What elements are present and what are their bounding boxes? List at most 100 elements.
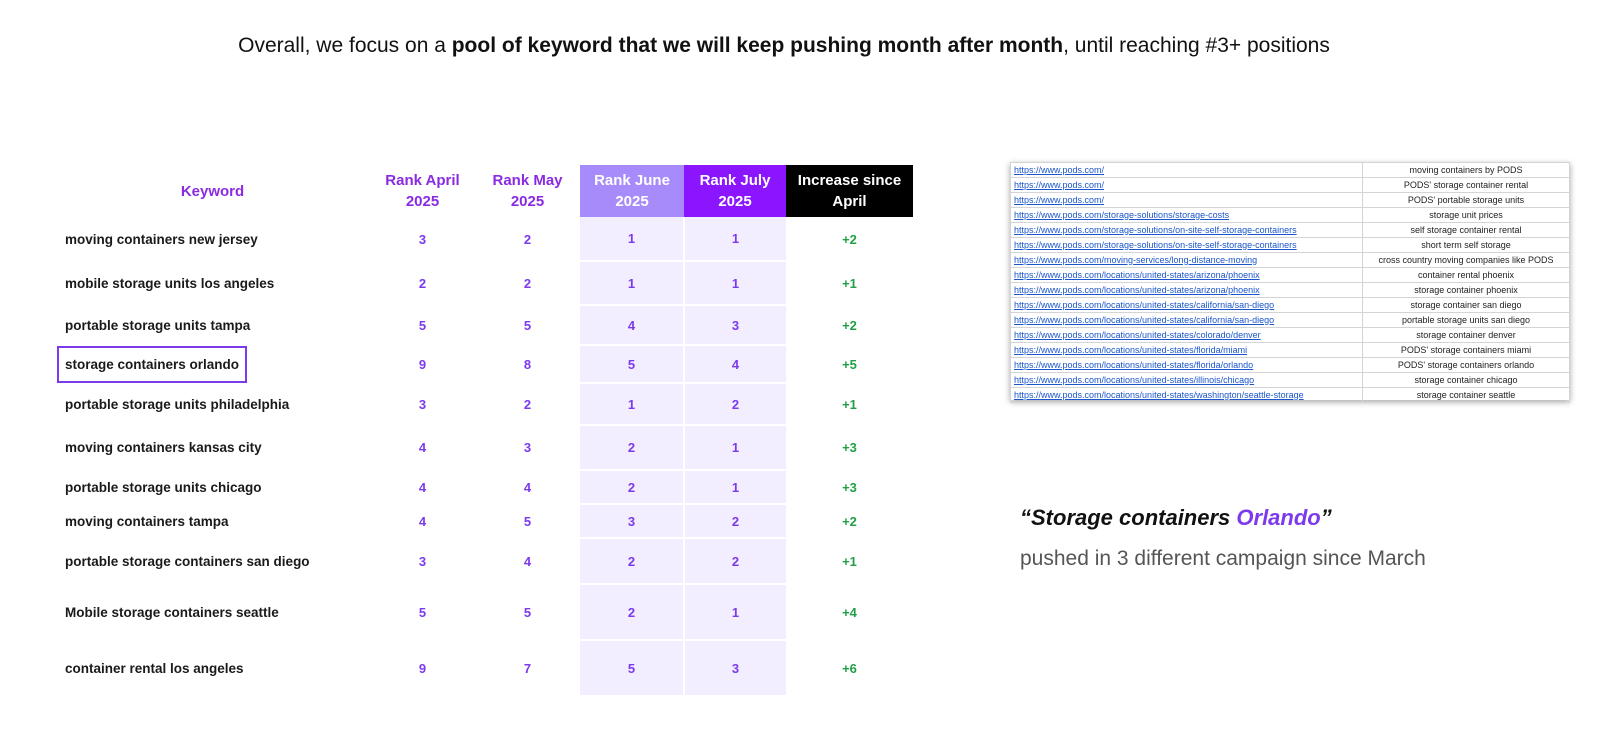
url-keyword: storage container chicago [1362, 372, 1570, 388]
rank-may-cell: 8 [523, 356, 532, 372]
table-row: portable storage units tampa 5 5 4 3 +2 [55, 305, 913, 346]
url-row: https://www.pods.com/locations/united-st… [1010, 267, 1570, 283]
header-rank-april: Rank April 2025 [385, 172, 460, 210]
quote-subtitle: pushed in 3 different campaign since Mar… [1020, 547, 1426, 570]
url-link[interactable]: https://www.pods.com/storage-solutions/o… [1010, 237, 1363, 253]
rank-may-cell: 4 [523, 553, 532, 569]
rank-increase-cell: +4 [842, 604, 857, 620]
rank-increase-cell: +3 [842, 479, 857, 495]
rank-increase-cell: +1 [842, 396, 857, 412]
keyword-text: container rental los angeles [65, 660, 244, 676]
headline-part2: , until reaching #3+ positions [1063, 34, 1330, 57]
url-link[interactable]: https://www.pods.com/locations/united-st… [1010, 342, 1363, 358]
rank-june-cell: 2 [580, 425, 685, 471]
url-row: https://www.pods.com/locations/united-st… [1010, 297, 1570, 313]
url-link[interactable]: https://www.pods.com/ [1010, 192, 1363, 208]
url-link[interactable]: https://www.pods.com/storage-solutions/s… [1010, 207, 1363, 223]
keyword-text: portable storage containers san diego [65, 553, 310, 569]
rank-july-cell: 1 [684, 261, 786, 306]
rank-april-cell: 4 [418, 479, 427, 495]
url-link[interactable]: https://www.pods.com/ [1010, 162, 1363, 178]
url-row: https://www.pods.com/storage-solutions/o… [1010, 237, 1570, 253]
keyword-text: moving containers tampa [65, 513, 229, 529]
url-link[interactable]: https://www.pods.com/locations/united-st… [1010, 387, 1363, 403]
url-link[interactable]: https://www.pods.com/moving-services/lon… [1010, 252, 1363, 268]
rank-increase-cell: +1 [842, 553, 857, 569]
keyword-text: mobile storage units los angeles [65, 275, 275, 291]
url-row: https://www.pods.com/locations/united-st… [1010, 357, 1570, 373]
url-row: https://www.pods.com/storage-solutions/s… [1010, 207, 1570, 223]
keyword-cell: mobile storage units los angeles [55, 261, 370, 305]
rank-june-cell: 1 [580, 383, 685, 426]
header-keyword: Keyword [180, 182, 245, 200]
rank-june-cell: 1 [580, 217, 685, 262]
url-link[interactable]: https://www.pods.com/locations/united-st… [1010, 357, 1363, 373]
rank-april-cell: 4 [418, 513, 427, 529]
url-row: https://www.pods.com/locations/united-st… [1010, 342, 1570, 358]
keyword-text: Mobile storage containers seattle [65, 604, 279, 620]
rank-june-cell: 3 [580, 504, 685, 539]
url-link[interactable]: https://www.pods.com/storage-solutions/o… [1010, 222, 1363, 238]
rank-july-cell: 2 [684, 504, 786, 539]
rank-april-cell: 4 [418, 440, 427, 455]
keyword-cell: moving containers new jersey [55, 217, 370, 261]
headline-part1: Overall, we focus on a [238, 34, 452, 57]
rank-april-cell: 3 [418, 396, 427, 412]
rank-may-cell: 4 [523, 479, 532, 495]
table-header-row: Keyword Rank April 2025 Rank May 2025 Ra… [55, 165, 913, 217]
table-row: mobile storage units los angeles 2 2 1 1 +1 [55, 261, 913, 306]
url-keyword: PODS' storage container rental [1362, 177, 1570, 193]
url-link[interactable]: https://www.pods.com/ [1010, 177, 1363, 193]
rank-july-cell: 1 [684, 425, 786, 471]
table-row: Mobile storage containers seattle 5 5 2 1 +4 [55, 584, 913, 641]
url-row: https://www.pods.com/locations/united-st… [1010, 327, 1570, 343]
keyword-cell: portable storage units chicago [55, 470, 370, 504]
url-keyword: PODS' storage containers orlando [1362, 357, 1570, 373]
url-keyword: storage container seattle [1362, 387, 1570, 403]
rank-increase-cell: +1 [842, 275, 857, 291]
url-keyword-screenshot: https://www.pods.com/moving containers b… [1010, 162, 1570, 403]
url-keyword: portable storage units san diego [1362, 312, 1570, 328]
keyword-cell: portable storage units tampa [55, 305, 370, 345]
url-link[interactable]: https://www.pods.com/locations/united-st… [1010, 282, 1363, 298]
url-keyword: storage container denver [1362, 327, 1570, 343]
url-keyword: self storage container rental [1362, 222, 1570, 238]
rank-june-cell: 4 [580, 305, 685, 346]
rank-july-cell: 1 [684, 584, 786, 641]
keyword-cell: moving containers kansas city [55, 425, 370, 470]
rank-june-cell: 2 [580, 538, 685, 585]
rank-july-cell: 3 [684, 305, 786, 346]
url-link[interactable]: https://www.pods.com/locations/united-st… [1010, 312, 1363, 328]
rank-june-cell: 2 [580, 470, 685, 505]
header-increase: Increase since April [786, 165, 913, 217]
url-row: https://www.pods.com/storage-solutions/o… [1010, 222, 1570, 238]
url-link[interactable]: https://www.pods.com/locations/united-st… [1010, 267, 1363, 283]
url-row: https://www.pods.com/PODS' portable stor… [1010, 192, 1570, 208]
rank-april-cell: 9 [418, 356, 427, 372]
url-link[interactable]: https://www.pods.com/locations/united-st… [1010, 327, 1363, 343]
url-keyword: storage unit prices [1362, 207, 1570, 223]
url-keyword: PODS' portable storage units [1362, 192, 1570, 208]
quote-open: “Storage containers [1020, 505, 1237, 530]
url-row: https://www.pods.com/locations/united-st… [1010, 282, 1570, 298]
url-link[interactable]: https://www.pods.com/locations/united-st… [1010, 372, 1363, 388]
rank-may-cell: 3 [523, 440, 532, 455]
url-keyword-table: https://www.pods.com/moving containers b… [1010, 162, 1570, 403]
ranking-table: Keyword Rank April 2025 Rank May 2025 Ra… [55, 165, 913, 697]
rank-june-cell: 2 [580, 584, 685, 641]
header-rank-june: Rank June 2025 [580, 165, 684, 217]
rank-june-cell: 5 [580, 345, 685, 384]
highlighted-keyword: storage containers orlando [57, 345, 248, 383]
rank-may-cell: 7 [523, 660, 532, 676]
rank-april-cell: 2 [418, 275, 427, 291]
url-link[interactable]: https://www.pods.com/locations/united-st… [1010, 297, 1363, 313]
keyword-text: portable storage units tampa [65, 317, 251, 333]
table-row: storage containers orlando 9 8 5 4 +5 [55, 345, 913, 384]
rank-july-cell: 4 [684, 345, 786, 384]
rank-june-cell: 5 [580, 640, 685, 697]
rank-july-cell: 3 [684, 640, 786, 697]
keyword-cell: storage containers orlando [55, 345, 370, 383]
table-row: portable storage containers san diego 3 4 2… [55, 538, 913, 585]
url-keyword: container rental phoenix [1362, 267, 1570, 283]
url-keyword: storage container san diego [1362, 297, 1570, 313]
